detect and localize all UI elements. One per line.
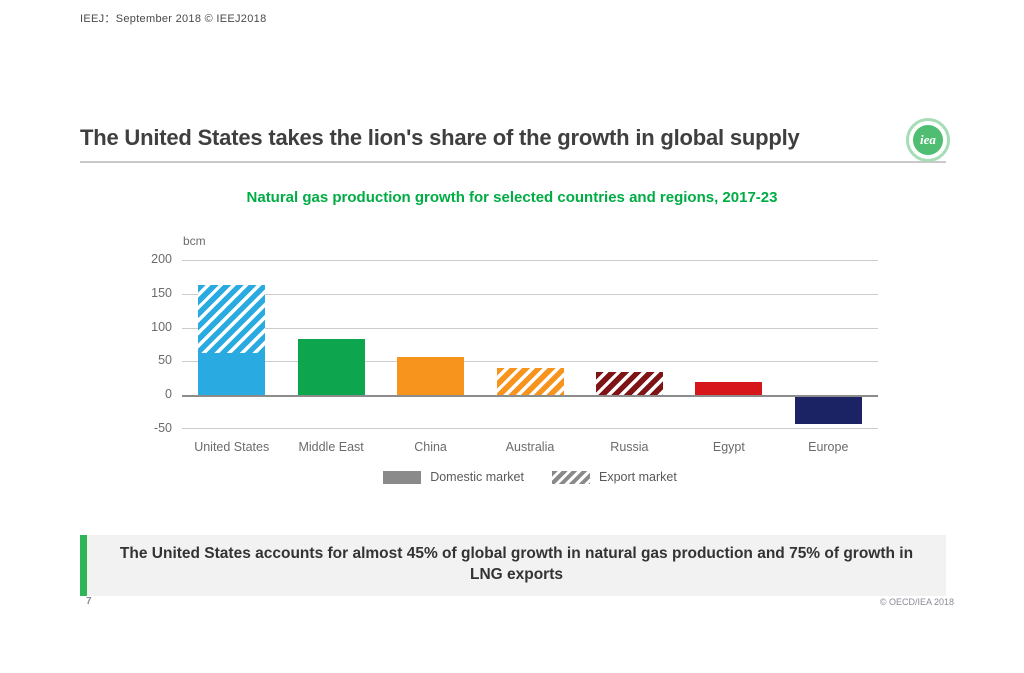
key-message-text: The United States accounts for almost 45… <box>119 545 914 583</box>
gridline <box>182 260 878 261</box>
bar-export-australia <box>496 368 564 396</box>
category-label-middle-east: Middle East <box>298 440 364 454</box>
chart-plot-area <box>182 260 878 429</box>
legend-label-domestic: Domestic market <box>430 470 524 484</box>
gridline <box>182 428 878 429</box>
category-label-egypt: Egypt <box>712 440 745 454</box>
zero-axis-line <box>182 395 878 398</box>
ieej-stamp: IEEJ：September 2018 © IEEJ2018 <box>80 13 267 25</box>
bar-chart: bcm 200 150 100 50 0 -50 United States Middle … <box>140 232 900 494</box>
y-tick-label: -50 <box>153 421 172 435</box>
legend-item-domestic: Domestic market <box>383 470 524 484</box>
legend-item-export: Export market <box>551 470 677 484</box>
bar-domestic-egypt <box>695 382 763 396</box>
gridline <box>182 361 878 363</box>
bar-domestic-china <box>397 357 465 396</box>
y-tick-label: 0 <box>165 387 172 402</box>
page-number: 7 <box>86 596 92 607</box>
y-tick-label: 100 <box>151 319 172 334</box>
chart-title: Natural gas production growth for select… <box>246 189 778 206</box>
iea-logo-icon: iea <box>906 118 950 162</box>
category-label-europe: Europe <box>808 440 849 454</box>
category-label-china: China <box>414 440 447 454</box>
domestic-market-swatch-icon <box>383 470 422 484</box>
gridline <box>182 327 878 329</box>
y-axis-unit-label: bcm <box>183 234 206 248</box>
legend-label-export: Export market <box>598 470 677 484</box>
y-tick-label: 50 <box>158 353 172 368</box>
bar-export-russia <box>595 371 663 396</box>
y-tick-label: 150 <box>151 285 172 300</box>
category-label-australia: Australia <box>505 440 555 454</box>
key-message-callout: The United States accounts for almost 45… <box>80 535 946 596</box>
y-tick-label: 200 <box>151 252 172 266</box>
bar-domestic-united-states <box>198 352 266 396</box>
gridline <box>182 293 878 295</box>
bar-domestic-europe <box>794 397 862 425</box>
bar-export-united-states <box>198 285 266 353</box>
bar-domestic-middle-east <box>297 339 365 396</box>
copyright-notice: © OECD/IEA 2018 <box>879 597 954 607</box>
export-market-swatch-icon <box>551 470 590 484</box>
category-label-united-states: United States <box>194 440 270 454</box>
title-divider <box>80 161 946 163</box>
category-label-russia: Russia <box>610 440 649 454</box>
iea-logo-text: iea <box>913 125 943 155</box>
chart-legend: Domestic market Export market <box>182 470 878 484</box>
slide-title: The United States takes the lion's share… <box>80 125 800 150</box>
